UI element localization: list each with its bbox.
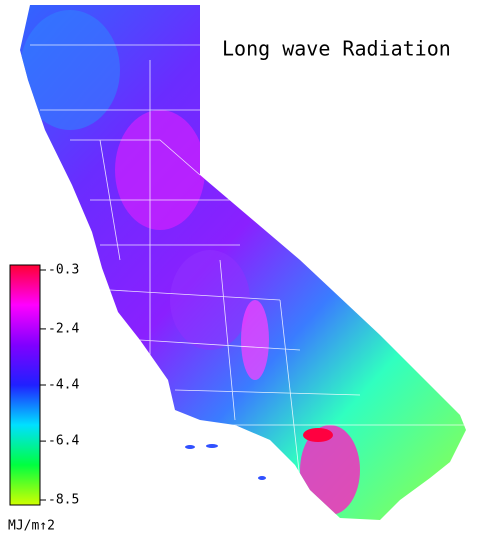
map-title: Long wave Radiation	[222, 37, 451, 61]
island	[185, 445, 195, 449]
tick-label: -8.5	[48, 493, 79, 508]
tick-label: -4.4	[48, 378, 79, 393]
colorbar-unit: MJ/m↑2	[8, 519, 55, 534]
island	[206, 444, 218, 448]
colorbar-ticks: -0.3 -2.4 -4.4 -6.4 -8.5	[40, 263, 79, 508]
tick-label: -6.4	[48, 434, 79, 449]
island	[258, 476, 266, 480]
tick-label: -2.4	[48, 321, 79, 336]
colorbar	[9, 264, 41, 506]
tick-label: -0.3	[48, 263, 79, 278]
